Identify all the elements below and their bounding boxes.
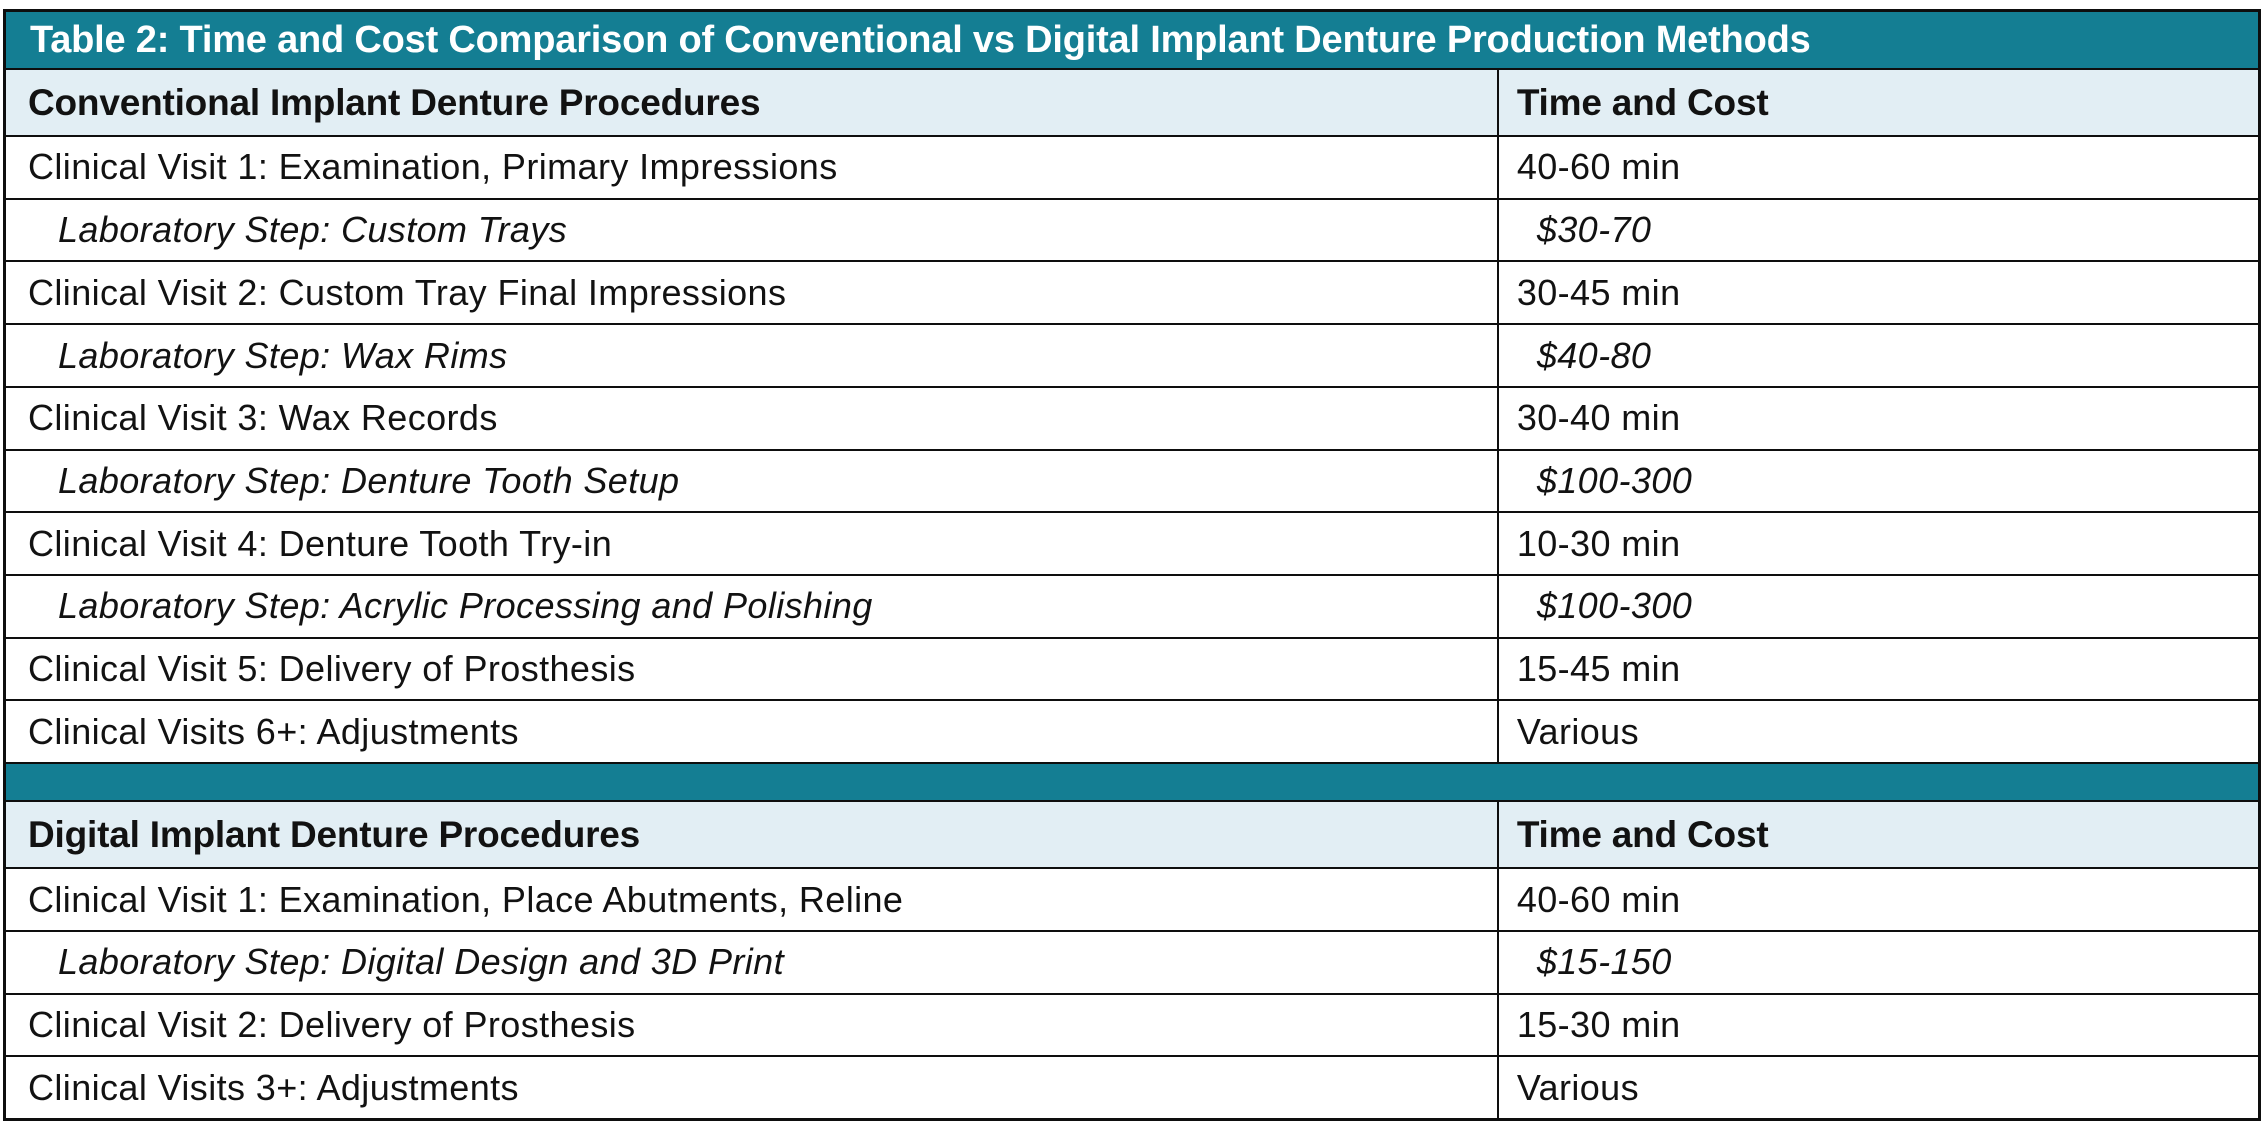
procedure-label: Clinical Visit 1: Examination, Place Abu…: [28, 878, 904, 920]
procedure-label: Laboratory Step: Acrylic Processing and …: [58, 585, 873, 627]
time-cost-value: 10-30 min: [1516, 522, 1681, 564]
procedure-label: Clinical Visit 2: Custom Tray Final Impr…: [28, 271, 787, 313]
section-header-conventional: Conventional Implant Denture Procedures …: [6, 68, 2258, 135]
procedure-label: Laboratory Step: Denture Tooth Setup: [58, 459, 680, 501]
time-cost-cell: $40-80: [1496, 325, 2258, 386]
procedure-cell: Laboratory Step: Digital Design and 3D P…: [6, 932, 1497, 993]
procedure-cell: Clinical Visit 1: Examination, Place Abu…: [6, 869, 1497, 930]
time-cost-cell: $15-150: [1496, 931, 2258, 993]
time-cost-value: Various: [1516, 1066, 1640, 1108]
procedure-label: Laboratory Step: Digital Design and 3D P…: [58, 941, 784, 983]
time-cost-value: 40-60 min: [1516, 146, 1681, 188]
time-cost-value: $100-300: [1536, 459, 1693, 501]
table-row: Clinical Visits 3+: Adjustments Various: [6, 1055, 2258, 1119]
time-cost-cell: $100-300: [1496, 576, 2258, 637]
time-cost-cell: 15-30 min: [1496, 994, 2258, 1056]
time-cost-cell: Various: [1496, 1057, 2258, 1119]
table-row: Laboratory Step: Acrylic Processing and …: [6, 574, 2258, 637]
conventional-procedures-header: Conventional Implant Denture Procedures: [28, 81, 761, 123]
time-cost-cell: 40-60 min: [1496, 869, 2258, 930]
section-divider-bar: [6, 762, 2258, 801]
table-row: Clinical Visit 2: Custom Tray Final Impr…: [6, 260, 2258, 324]
time-cost-cell: $30-70: [1496, 199, 2258, 261]
procedure-label: Clinical Visits 3+: Adjustments: [28, 1066, 519, 1108]
time-cost-value: 30-40 min: [1516, 397, 1681, 439]
table-title-bar: Table 2: Time and Cost Comparison of Con…: [6, 12, 2258, 68]
procedure-cell: Clinical Visit 2: Delivery of Prosthesis: [6, 995, 1497, 1056]
procedure-cell: Laboratory Step: Acrylic Processing and …: [6, 576, 1497, 637]
procedure-label: Clinical Visit 1: Examination, Primary I…: [28, 146, 838, 188]
table-row: Clinical Visit 1: Examination, Place Abu…: [6, 867, 2258, 930]
procedure-cell: Clinical Visit 3: Wax Records: [6, 388, 1497, 449]
procedure-cell: Clinical Visit 1: Examination, Primary I…: [6, 137, 1497, 198]
conventional-time-cost-header: Time and Cost: [1496, 70, 2258, 135]
procedure-cell: Laboratory Step: Wax Rims: [6, 325, 1497, 386]
procedure-label: Clinical Visit 4: Denture Tooth Try-in: [28, 522, 613, 564]
time-cost-cell: 10-30 min: [1496, 513, 2258, 575]
time-cost-cell: 15-45 min: [1496, 638, 2258, 700]
procedure-cell: Clinical Visits 3+: Adjustments: [6, 1057, 1497, 1118]
procedure-cell: Laboratory Step: Custom Trays: [6, 200, 1497, 261]
time-cost-value: 30-45 min: [1516, 271, 1681, 313]
time-cost-cell: 30-45 min: [1496, 262, 2258, 324]
time-cost-cell: Various: [1496, 701, 2258, 763]
table-row: Laboratory Step: Wax Rims $40-80: [6, 323, 2258, 386]
table-title: Table 2: Time and Cost Comparison of Con…: [30, 18, 1811, 61]
time-cost-value: $30-70: [1536, 209, 1652, 251]
digital-time-cost-header: Time and Cost: [1496, 802, 2258, 868]
procedure-cell: Clinical Visit 2: Custom Tray Final Impr…: [6, 262, 1497, 323]
time-cost-cell: $100-300: [1496, 450, 2258, 512]
procedure-label: Clinical Visit 3: Wax Records: [28, 397, 498, 439]
procedure-label: Laboratory Step: Wax Rims: [58, 334, 508, 376]
procedure-label: Laboratory Step: Custom Trays: [58, 209, 568, 251]
comparison-table: Table 2: Time and Cost Comparison of Con…: [3, 9, 2261, 1121]
table-row: Clinical Visit 3: Wax Records 30-40 min: [6, 385, 2258, 449]
table-row: Clinical Visits 6+: Adjustments Various: [6, 699, 2258, 763]
procedure-cell: Clinical Visits 6+: Adjustments: [6, 701, 1497, 762]
time-cost-value: $40-80: [1536, 334, 1652, 376]
table-row: Laboratory Step: Custom Trays $30-70: [6, 197, 2258, 261]
table-row: Clinical Visit 5: Delivery of Prosthesis…: [6, 636, 2258, 700]
procedure-label: Clinical Visit 2: Delivery of Prosthesis: [28, 1003, 636, 1045]
time-cost-value: Various: [1516, 710, 1640, 752]
time-cost-value: $15-150: [1536, 941, 1672, 983]
procedure-cell: Clinical Visit 4: Denture Tooth Try-in: [6, 513, 1497, 574]
time-cost-cell: 30-40 min: [1496, 387, 2258, 449]
procedure-label: Clinical Visit 5: Delivery of Prosthesis: [28, 648, 636, 690]
time-cost-value: $100-300: [1536, 585, 1693, 627]
table-row: Clinical Visit 2: Delivery of Prosthesis…: [6, 992, 2258, 1056]
procedure-cell: Laboratory Step: Denture Tooth Setup: [6, 451, 1497, 512]
table-row: Clinical Visit 1: Examination, Primary I…: [6, 135, 2258, 198]
time-cost-value: 40-60 min: [1516, 878, 1681, 920]
section-header-digital: Digital Implant Denture Procedures Time …: [6, 800, 2258, 868]
time-cost-value: 15-30 min: [1516, 1003, 1681, 1045]
table-row: Laboratory Step: Denture Tooth Setup $10…: [6, 448, 2258, 512]
table-row: Clinical Visit 4: Denture Tooth Try-in 1…: [6, 511, 2258, 575]
table-row: Laboratory Step: Digital Design and 3D P…: [6, 929, 2258, 993]
procedure-cell: Clinical Visit 5: Delivery of Prosthesis: [6, 639, 1497, 700]
time-cost-cell: 40-60 min: [1496, 137, 2258, 198]
time-cost-value: 15-45 min: [1516, 648, 1681, 690]
digital-procedures-header: Digital Implant Denture Procedures: [28, 813, 641, 855]
procedure-label: Clinical Visits 6+: Adjustments: [28, 710, 519, 752]
